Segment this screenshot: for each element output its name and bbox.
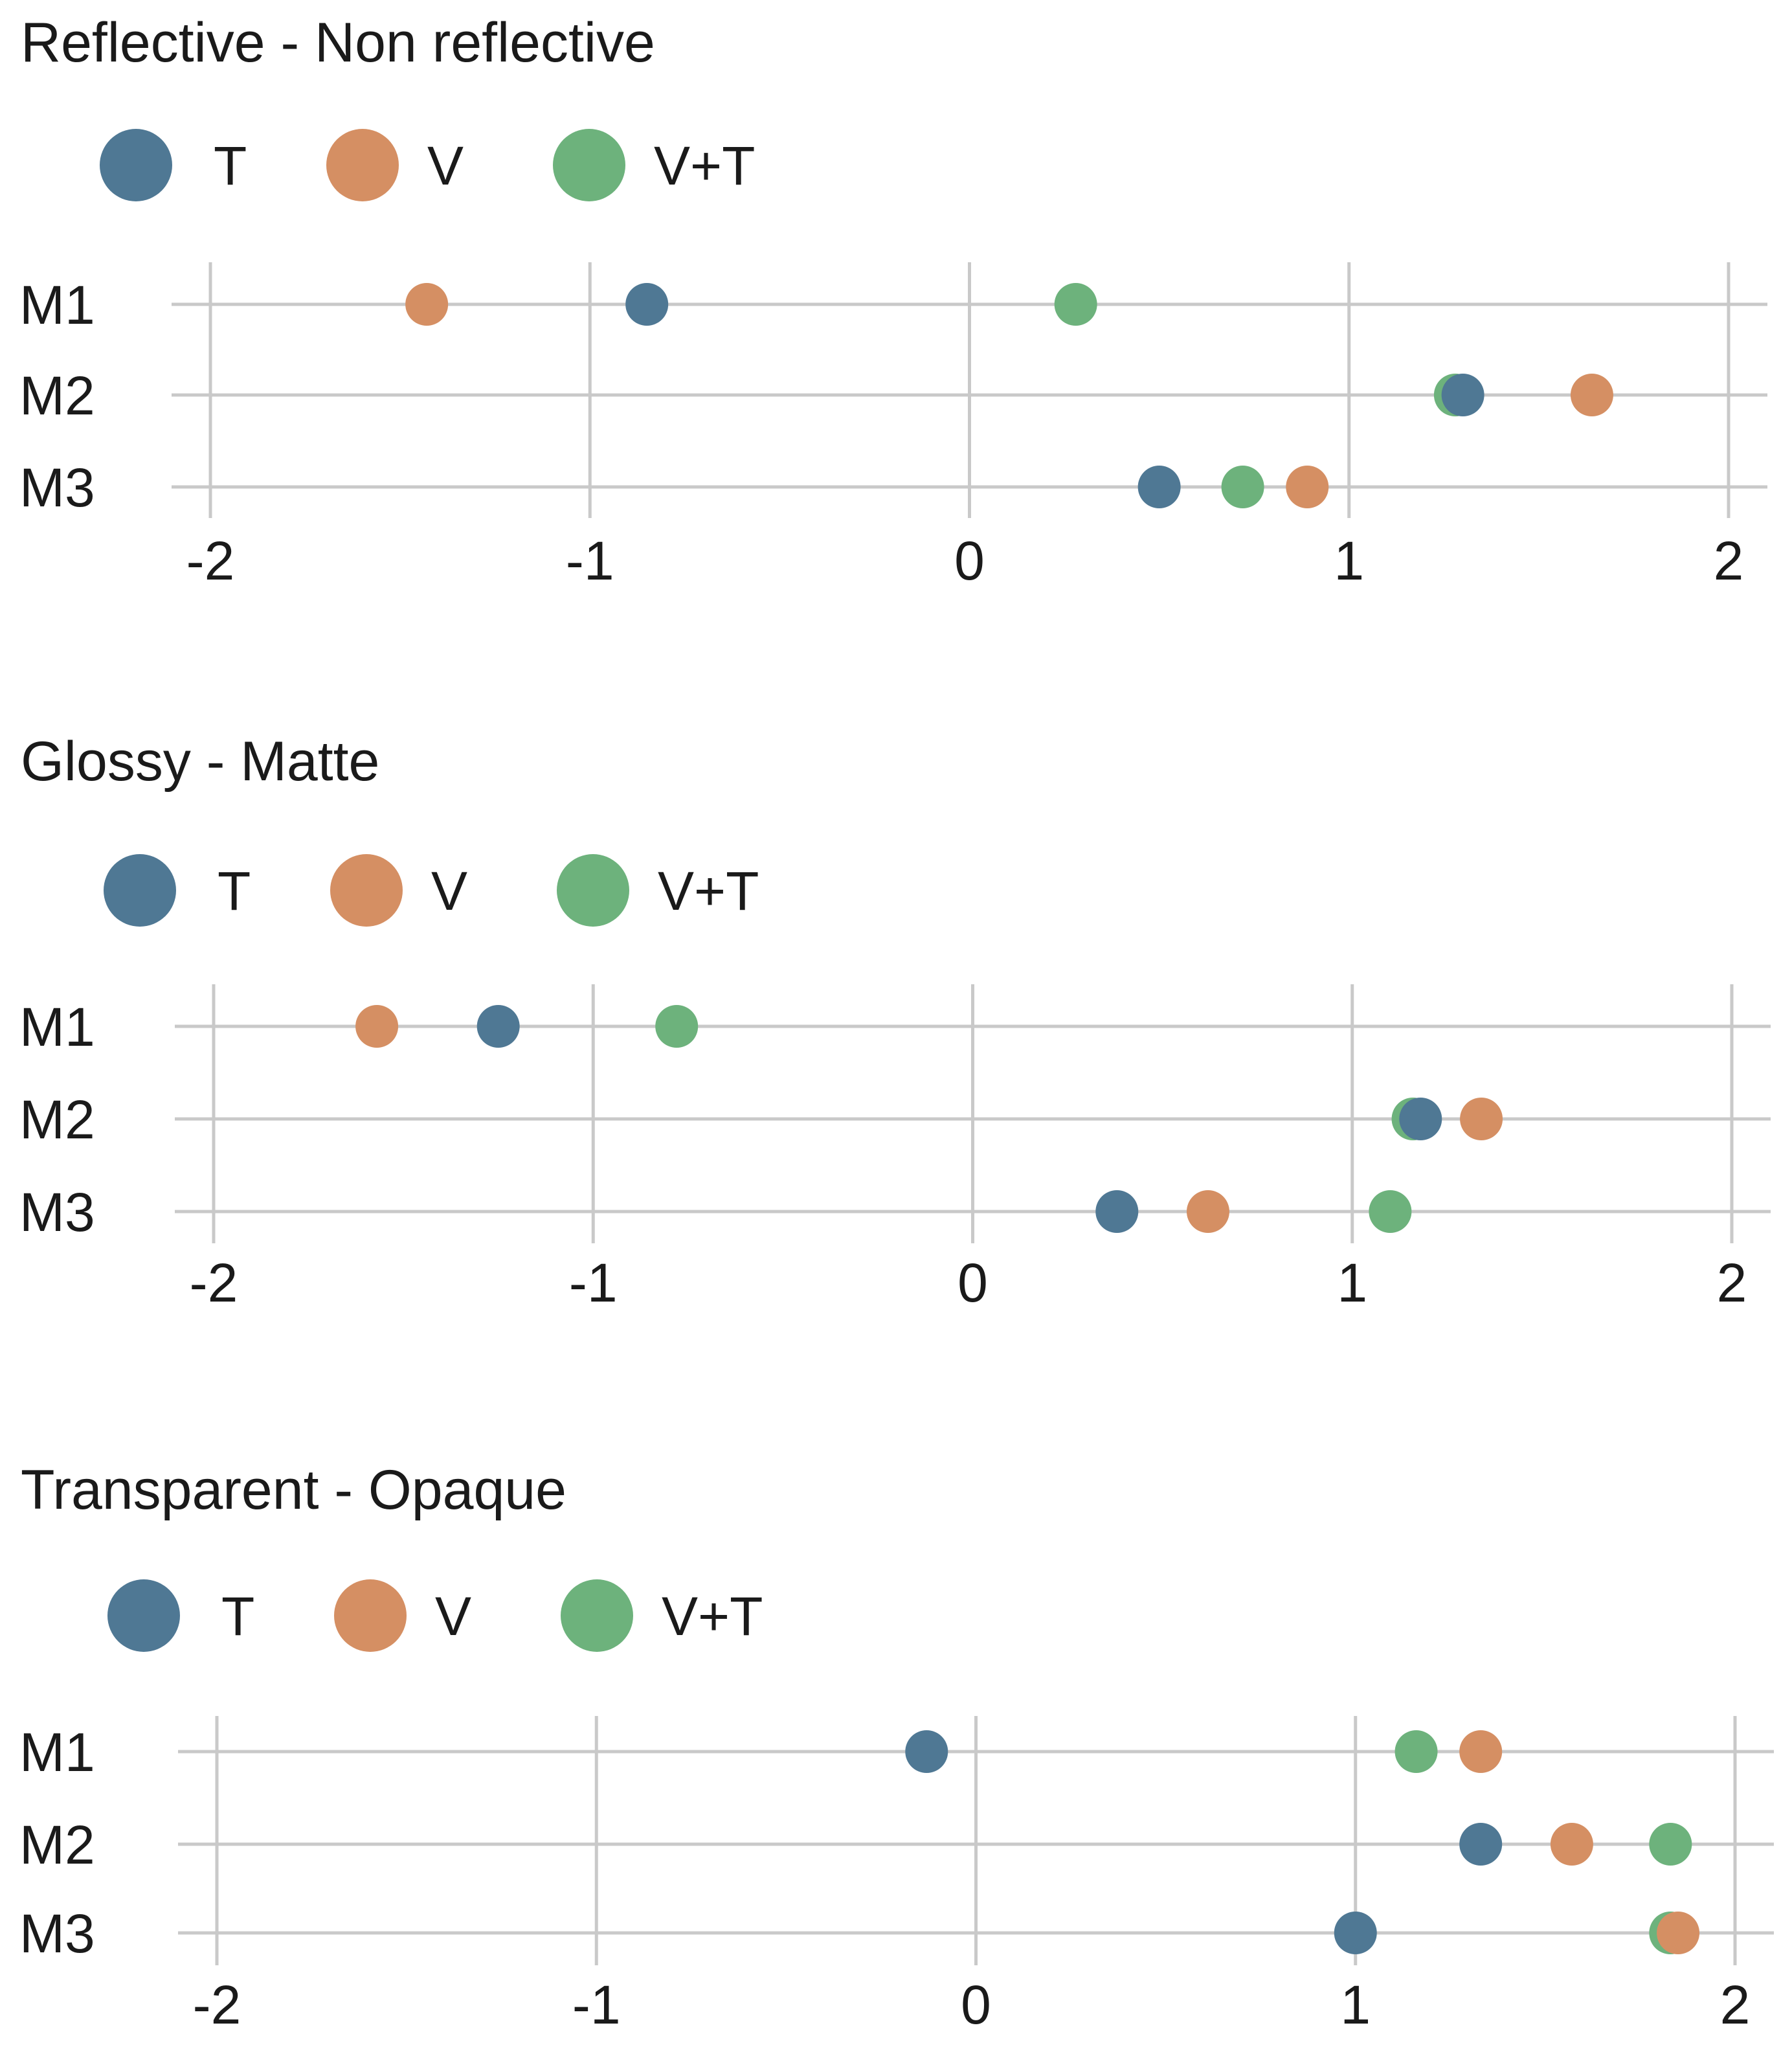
- point-m1-t: [625, 283, 669, 326]
- x-tick-label: 1: [1334, 530, 1364, 591]
- x-tick-label: 2: [1720, 1974, 1751, 2035]
- point-m1-t: [476, 1005, 520, 1048]
- point-m1-t: [905, 1730, 948, 1773]
- legend-label: T: [214, 135, 247, 196]
- legend-label: V+T: [654, 135, 755, 196]
- row-label-m3: M3: [19, 457, 95, 518]
- panel-title: Glossy - Matte: [21, 730, 379, 793]
- legend-item-vplust: V+T: [553, 129, 755, 201]
- row-label-m1: M1: [19, 275, 95, 335]
- point-m2-vplust: [1649, 1823, 1692, 1866]
- row-label-m2: M2: [19, 1089, 95, 1150]
- x-tick-label: -1: [572, 1974, 621, 2035]
- row-label-m2: M2: [19, 365, 95, 426]
- legend-label: T: [218, 861, 251, 921]
- legend-item-t: T: [104, 854, 251, 927]
- point-m2-v: [1570, 374, 1613, 416]
- x-tick-label: -1: [566, 530, 614, 591]
- x-tick-label: 0: [961, 1974, 991, 2035]
- x-tick-label: -2: [186, 530, 235, 591]
- point-m3-t: [1095, 1190, 1139, 1233]
- legend-swatch: [100, 129, 172, 201]
- legend-swatch: [334, 1579, 407, 1652]
- x-tick-label: -1: [569, 1252, 618, 1313]
- point-m2-v: [1550, 1823, 1593, 1866]
- legend-swatch: [107, 1579, 180, 1652]
- x-tick-label: 1: [1340, 1974, 1371, 2035]
- point-m1-vplust: [1054, 283, 1097, 326]
- legend-item-v: V: [334, 1579, 471, 1652]
- point-m1-v: [1459, 1730, 1503, 1773]
- chart-panel-1: Reflective - Non reflective T V V+T -2 -1 0 1 2 M…: [19, 12, 1767, 591]
- point-m1-vplust: [1394, 1730, 1438, 1773]
- legend-label: T: [221, 1586, 254, 1647]
- x-tick-label: -2: [193, 1974, 241, 2035]
- point-m3-vplust: [1221, 466, 1264, 508]
- legend-item-v: V: [330, 854, 467, 927]
- row-label-m3: M3: [19, 1903, 95, 1964]
- point-m3-v: [1186, 1190, 1229, 1233]
- panel-title: Reflective - Non reflective: [21, 12, 655, 74]
- point-m3-vplust: [1369, 1190, 1412, 1233]
- point-m2-t: [1399, 1098, 1442, 1140]
- legend-label: V: [427, 135, 464, 196]
- row-label-m3: M3: [19, 1182, 95, 1243]
- legend-label: V: [435, 1586, 471, 1647]
- point-m3-t: [1334, 1912, 1377, 1954]
- legend-swatch: [326, 129, 399, 201]
- legend-item-v: V: [326, 129, 464, 201]
- point-m2-t: [1459, 1823, 1503, 1866]
- legend-item-vplust: V+T: [557, 854, 759, 927]
- row-label-m1: M1: [19, 1722, 95, 1783]
- panel-title: Transparent - Opaque: [21, 1459, 566, 1521]
- legend-item-t: T: [100, 129, 247, 201]
- legend-label: V+T: [658, 861, 759, 921]
- legend-label: V+T: [662, 1586, 763, 1647]
- point-m3-v: [1657, 1912, 1700, 1954]
- legend-swatch: [557, 854, 629, 927]
- x-tick-label: -2: [190, 1252, 238, 1313]
- legend-swatch: [561, 1579, 633, 1652]
- x-tick-label: 1: [1337, 1252, 1367, 1313]
- row-label-m2: M2: [19, 1814, 95, 1875]
- chart-panel-3: Transparent - Opaque T V V+T -2 -1 0 1 2 M1 M2 M3: [19, 1459, 1774, 2035]
- legend-item-t: T: [107, 1579, 254, 1652]
- row-label-m1: M1: [19, 997, 95, 1057]
- legend-swatch: [553, 129, 625, 201]
- point-m3-t: [1137, 466, 1181, 508]
- point-m1-v: [355, 1005, 399, 1048]
- chart-panel-2: Glossy - Matte T V V+T -2 -1 0 1 2 M1 M2 M3: [19, 730, 1771, 1313]
- x-tick-label: 2: [1717, 1252, 1747, 1313]
- point-m1-v: [405, 283, 449, 326]
- legend-item-vplust: V+T: [561, 1579, 763, 1652]
- legend-label: V: [431, 861, 467, 921]
- point-m2-t: [1441, 374, 1484, 416]
- legend-swatch: [330, 854, 403, 927]
- legend-swatch: [104, 854, 176, 927]
- point-m2-v: [1460, 1098, 1503, 1140]
- x-tick-label: 0: [954, 530, 985, 591]
- x-tick-label: 0: [958, 1252, 988, 1313]
- x-tick-label: 2: [1714, 530, 1744, 591]
- point-m3-v: [1286, 466, 1329, 508]
- point-m1-vplust: [655, 1005, 699, 1048]
